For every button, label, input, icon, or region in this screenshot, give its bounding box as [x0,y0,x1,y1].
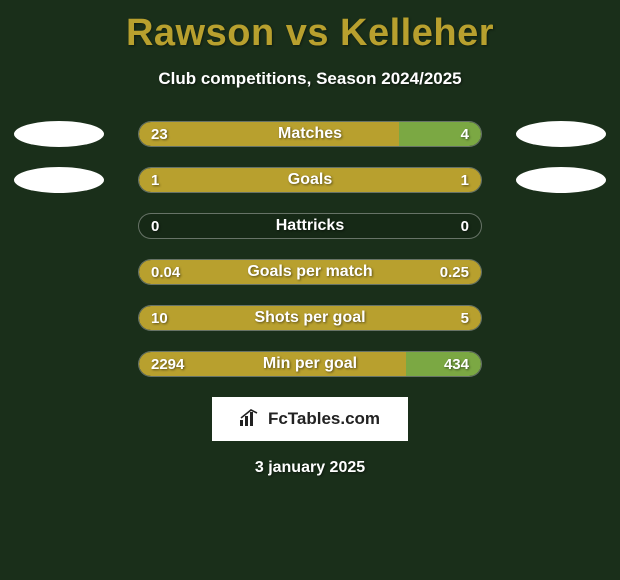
stat-value-left: 0.04 [151,260,180,284]
stat-value-right: 5 [461,306,469,330]
stat-row: 0 0Hattricks [0,213,620,239]
stat-value-left: 10 [151,306,168,330]
stat-value-right: 0 [461,214,469,238]
stat-bar-left-seg [139,168,481,192]
stat-value-left: 1 [151,168,159,192]
stat-row: 234Matches [0,121,620,147]
watermark-badge: FcTables.com [212,397,408,441]
stat-bar: 11Goals [138,167,482,193]
comparison-date: 3 january 2025 [0,459,620,477]
stat-bar: 105Shots per goal [138,305,482,331]
stat-bar-left-seg [139,260,481,284]
stat-bar: 0 0Hattricks [138,213,482,239]
stat-value-left: 23 [151,122,168,146]
comparison-subtitle: Club competitions, Season 2024/2025 [0,69,620,89]
stat-value-left: 2294 [151,352,184,376]
chart-icon [240,408,262,431]
stat-row: 11Goals [0,167,620,193]
stat-value-right: 1 [461,168,469,192]
stat-bar-left-seg [139,306,481,330]
stat-bar: 234Matches [138,121,482,147]
stat-row: 0.040.25Goals per match [0,259,620,285]
stat-value-right: 4 [461,122,469,146]
stat-label: Hattricks [139,214,481,238]
stat-bar-left-seg [139,122,399,146]
stat-row: 2294434Min per goal [0,351,620,377]
comparison-title: Rawson vs Kelleher [0,0,620,55]
comparison-chart: 234Matches11Goals00Hattricks0.040.25Goal… [0,121,620,377]
stat-value-right: 434 [444,352,469,376]
team-badge-right [516,167,606,193]
team-badge-left [14,121,104,147]
stat-bar: 0.040.25Goals per match [138,259,482,285]
team-badge-left [14,167,104,193]
watermark-text: FcTables.com [268,409,380,429]
stat-value-left: 0 [151,214,159,238]
stat-bar: 2294434Min per goal [138,351,482,377]
stat-row: 105Shots per goal [0,305,620,331]
team-badge-right [516,121,606,147]
stat-value-right: 0.25 [440,260,469,284]
